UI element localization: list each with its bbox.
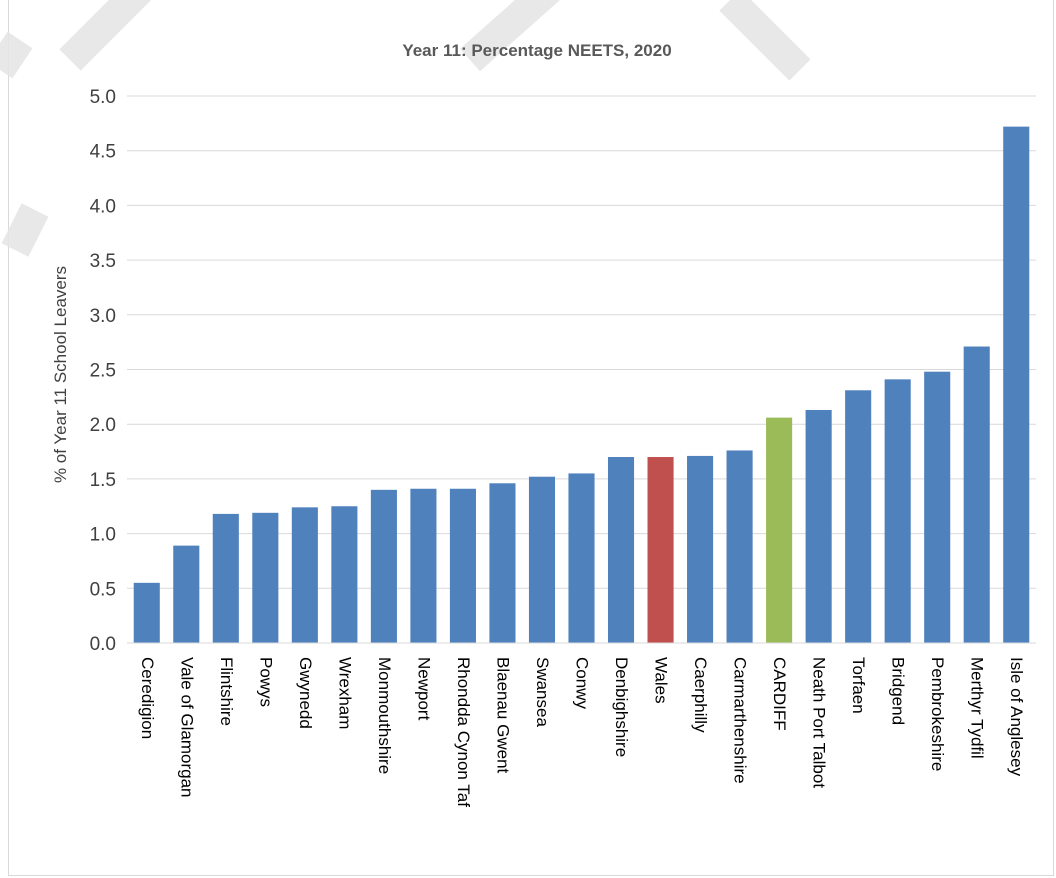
y-tick-label: 4.0 [90,196,116,217]
gridlines [127,95,1036,589]
bar-flintshire [212,513,239,643]
y-axis-ticks: 0.0 0.5 1.0 1.5 2.0 2.5 3.0 3.5 4.0 4.5 5.0 [90,87,116,655]
y-tick-label: 1.5 [90,470,116,491]
x-tick-label: Flintshire [217,657,236,726]
y-tick-label: 3.0 [90,306,116,327]
y-tick-label: 5.0 [90,87,116,108]
bar-newport [410,488,437,643]
x-tick-label: Torfaen [849,657,868,714]
x-tick-label: Bridgend [889,657,908,725]
bar-rhondda-cynon-taf [449,488,476,643]
x-tick-label: Vale of Glamorgan [177,657,196,797]
bar-merthyr-tydfil [963,346,990,643]
x-axis-labels: Ceredigion Vale of Glamorgan Flintshire Pow… [138,657,1026,807]
bar-ceredigion [133,582,160,643]
y-tick-label: 2.5 [90,361,116,382]
bar-torfaen [845,390,872,643]
x-tick-label: Carmarthenshire [731,657,750,784]
x-tick-label: Wrexham [335,657,354,729]
bar-bridgend [884,379,911,643]
bar-neath-port-talbot [805,409,832,643]
x-tick-label: Swansea [533,657,552,727]
bars [133,126,1030,643]
chart-frame [8,0,1054,876]
bar-gwynedd [291,507,318,643]
x-tick-label: Isle of Anglesey [1007,657,1026,777]
x-tick-label: Merthyr Tydfil [968,657,987,759]
bar-powys [252,512,279,643]
chart-title: Year 11: Percentage NEETS, 2020 [402,41,671,60]
bar-wrexham [331,506,358,643]
bar-wales [647,457,674,643]
bar-isle-of-anglesey [1003,126,1030,643]
y-tick-label: 1.0 [90,525,116,546]
bar-carmarthenshire [726,450,753,643]
bar-caerphilly [687,455,714,643]
x-tick-label: Pembrokeshire [928,657,947,771]
y-axis-title: % of Year 11 School Leavers [51,266,70,483]
bar-pembrokeshire [924,371,951,643]
bar-swansea [528,476,556,643]
x-tick-label: Newport [414,657,433,721]
x-tick-label: Denbighshire [612,657,631,757]
y-tick-label: 2.0 [90,415,116,436]
bar-denbighshire [607,457,635,643]
y-tick-label: 3.5 [90,251,116,272]
x-tick-label: Gwynedd [296,657,315,729]
x-tick-label: Neath Port Talbot [810,657,829,788]
x-tick-label: Powys [256,657,275,707]
x-tick-label: CARDIFF [770,657,789,731]
x-tick-label: Caerphilly [691,657,710,733]
bar-blaenau-gwent [489,483,516,643]
x-tick-label: Rhondda Cynon Taf [454,657,473,807]
y-tick-label: 4.5 [90,142,116,163]
bar-cardiff [766,417,793,643]
x-tick-label: Blaenau Gwent [493,657,512,774]
y-tick-label: 0.0 [90,634,116,655]
y-tick-label: 0.5 [90,579,116,600]
x-tick-label: Ceredigion [138,657,157,739]
bar-monmouthshire [370,489,397,643]
bar-conwy [568,473,595,643]
bar-vale-of-glamorgan [173,545,200,643]
x-tick-label: Conwy [573,657,592,709]
x-tick-label: Monmouthshire [375,657,394,774]
x-tick-label: Wales [652,657,671,704]
